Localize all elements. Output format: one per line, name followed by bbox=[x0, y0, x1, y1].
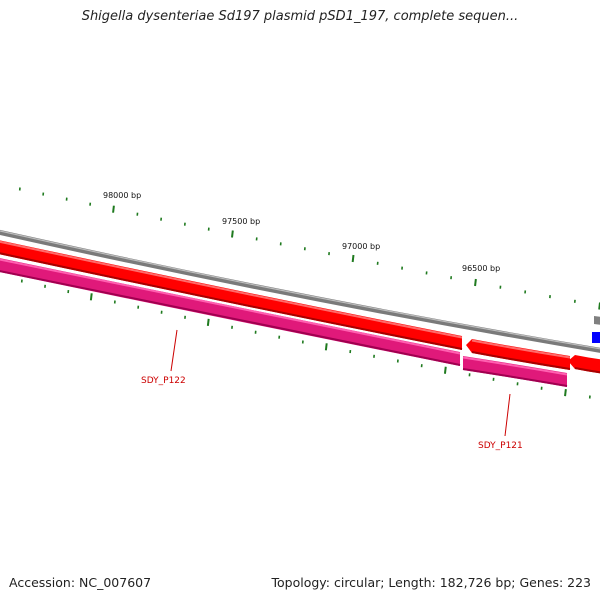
inner-major-tick bbox=[89, 293, 93, 301]
map-title: Shigella dysenteriae Sd197 plasmid pSD1_… bbox=[81, 9, 519, 24]
outer-major-tick bbox=[112, 205, 115, 213]
blue-feature[interactable] bbox=[592, 332, 600, 343]
gene-label-sdy-p121[interactable]: SDY_P121 bbox=[478, 441, 523, 451]
outer-major-tick bbox=[351, 254, 355, 263]
inner-major-tick bbox=[443, 366, 447, 374]
gene-right-edge-forward[interactable] bbox=[568, 355, 600, 374]
inner-major-tick bbox=[206, 318, 210, 326]
inner-scale-ticks bbox=[20, 279, 591, 399]
accession-text: Accession: NC_007607 bbox=[9, 575, 152, 590]
backbone-highlight bbox=[0, 230, 600, 350]
scale-label-97500: 97500 bp bbox=[222, 217, 260, 226]
scale-label-98000: 98000 bp bbox=[103, 191, 141, 200]
summary-text: Topology: circular; Length: 182,726 bp; … bbox=[271, 575, 592, 590]
backbone-right-edge bbox=[594, 316, 600, 325]
backbone-line bbox=[0, 229, 600, 353]
gene-sdy-p122-forward[interactable] bbox=[0, 236, 463, 350]
inner-major-tick bbox=[324, 343, 328, 351]
gene-sdy-p122-reverse[interactable] bbox=[0, 254, 461, 366]
outer-major-tick bbox=[231, 230, 234, 238]
gene-sdy-p121-forward[interactable] bbox=[466, 339, 571, 370]
gene-label-connector-sdy-p122 bbox=[170, 329, 178, 372]
inner-major-tick bbox=[564, 389, 567, 397]
gene-label-connector-sdy-p121 bbox=[504, 393, 511, 437]
gene-sdy-p121-reverse[interactable] bbox=[462, 356, 568, 387]
scale-label-97000: 97000 bp bbox=[342, 242, 380, 251]
scale-label-96500: 96500 bp bbox=[462, 264, 500, 273]
outer-major-tick bbox=[474, 278, 477, 287]
gene-label-sdy-p122[interactable]: SDY_P122 bbox=[141, 376, 186, 386]
